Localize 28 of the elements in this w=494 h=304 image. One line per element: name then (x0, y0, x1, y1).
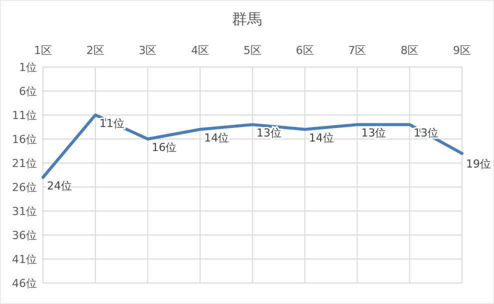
y-tick-label: 26位 (12, 181, 37, 194)
x-tick-label: 3区 (138, 44, 157, 57)
x-tick-label: 8区 (400, 44, 419, 57)
x-tick-label: 2区 (86, 44, 104, 57)
chart-title: 群馬 (232, 10, 262, 28)
data-label: 13位 (361, 126, 386, 140)
x-tick-label: 5区 (244, 44, 262, 57)
data-label: 14位 (308, 131, 334, 144)
x-tick-label: 7区 (348, 44, 366, 57)
y-tick-label: 1位 (19, 61, 37, 74)
y-tick-label: 11位 (12, 109, 37, 122)
data-label: 24位 (47, 179, 72, 192)
y-tick-label: 21位 (12, 157, 37, 170)
data-label: 13位 (256, 126, 282, 140)
data-label: 16位 (152, 141, 177, 154)
x-tick-label: 1区 (34, 44, 52, 57)
y-tick-label: 46位 (12, 277, 37, 290)
x-tick-label: 6区 (296, 44, 314, 57)
x-tick-label: 4区 (191, 44, 210, 57)
y-tick-label: 6位 (19, 85, 37, 98)
y-tick-label: 41位 (12, 253, 37, 266)
x-tick-label: 9区 (453, 44, 471, 57)
data-label: 19位 (466, 157, 491, 170)
y-tick-label: 31位 (12, 205, 37, 218)
y-tick-label: 16位 (12, 133, 37, 146)
line-series (42, 114, 464, 179)
data-label: 14位 (204, 131, 230, 144)
y-tick-label: 36位 (12, 229, 37, 242)
